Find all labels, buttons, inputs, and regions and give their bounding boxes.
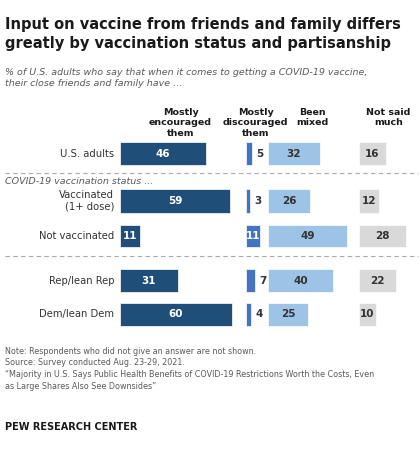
Text: 60: 60 (169, 309, 183, 319)
Text: Dem/lean Dem: Dem/lean Dem (39, 309, 114, 319)
Text: Rep/lean Rep: Rep/lean Rep (49, 276, 114, 286)
Bar (359, 225, 406, 247)
Text: 7: 7 (259, 276, 266, 286)
Text: 12: 12 (362, 196, 376, 206)
Text: U.S. adults: U.S. adults (60, 149, 114, 158)
Bar (120, 189, 230, 213)
Text: Mostly
encouraged
them: Mostly encouraged them (149, 108, 212, 137)
Text: 16: 16 (365, 149, 380, 158)
Text: 40: 40 (293, 276, 308, 286)
Text: 11: 11 (123, 231, 137, 241)
Text: 4: 4 (255, 309, 262, 319)
Text: 59: 59 (168, 196, 182, 206)
Bar (359, 189, 379, 213)
Text: 49: 49 (300, 231, 315, 241)
Text: 3: 3 (254, 196, 261, 206)
Bar (120, 142, 206, 165)
Text: 10: 10 (360, 309, 375, 319)
Bar (268, 225, 347, 247)
Text: Mostly
discouraged
them: Mostly discouraged them (223, 108, 288, 137)
Bar (120, 303, 232, 326)
Text: Input on vaccine from friends and family differs
greatly by vaccination status a: Input on vaccine from friends and family… (5, 17, 401, 51)
Text: 32: 32 (286, 149, 301, 158)
Text: Not vaccinated: Not vaccinated (39, 231, 114, 241)
Text: 22: 22 (370, 276, 385, 286)
Text: 31: 31 (142, 276, 156, 286)
Bar (268, 142, 320, 165)
Text: 5: 5 (257, 149, 264, 158)
Bar (120, 225, 140, 247)
Bar (359, 269, 396, 292)
Bar (359, 142, 386, 165)
Text: 46: 46 (155, 149, 170, 158)
Bar (268, 303, 308, 326)
Text: Note: Respondents who did not give an answer are not shown.
Source: Survey condu: Note: Respondents who did not give an an… (5, 347, 374, 391)
Bar (246, 189, 249, 213)
Bar (246, 142, 252, 165)
Text: 26: 26 (282, 196, 296, 206)
Text: Been
mixed: Been mixed (297, 108, 328, 127)
Bar (246, 303, 251, 326)
Text: % of U.S. adults who say that when it comes to getting a COVID-19 vaccine,
their: % of U.S. adults who say that when it co… (5, 68, 368, 88)
Bar (120, 269, 178, 292)
Bar (246, 225, 260, 247)
Bar (268, 189, 310, 213)
Bar (359, 303, 376, 326)
Text: 28: 28 (375, 231, 390, 241)
Text: 11: 11 (246, 231, 260, 241)
Text: Vaccinated
(1+ dose): Vaccinated (1+ dose) (59, 190, 114, 212)
Text: Not said
much: Not said much (366, 108, 411, 127)
Text: PEW RESEARCH CENTER: PEW RESEARCH CENTER (5, 422, 137, 432)
Bar (246, 269, 255, 292)
Text: 25: 25 (281, 309, 295, 319)
Text: COVID-19 vaccination status ...: COVID-19 vaccination status ... (5, 177, 153, 186)
Bar (268, 269, 333, 292)
